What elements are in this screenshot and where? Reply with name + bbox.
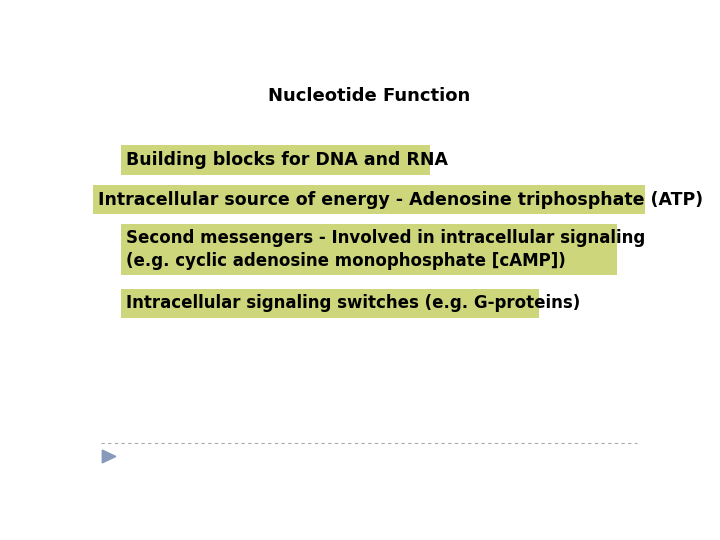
FancyBboxPatch shape xyxy=(93,185,645,214)
FancyBboxPatch shape xyxy=(121,288,539,319)
Text: Second messengers - Involved in intracellular signaling
(e.g. cyclic adenosine m: Second messengers - Involved in intracel… xyxy=(126,229,646,270)
Text: Intracellular signaling switches (e.g. G-proteins): Intracellular signaling switches (e.g. G… xyxy=(126,294,580,313)
Text: Nucleotide Function: Nucleotide Function xyxy=(268,87,470,105)
FancyBboxPatch shape xyxy=(121,145,431,175)
Text: Intracellular source of energy - Adenosine triphosphate (ATP): Intracellular source of energy - Adenosi… xyxy=(99,191,703,208)
Polygon shape xyxy=(102,450,116,463)
FancyBboxPatch shape xyxy=(121,224,617,275)
Text: Building blocks for DNA and RNA: Building blocks for DNA and RNA xyxy=(126,151,449,169)
